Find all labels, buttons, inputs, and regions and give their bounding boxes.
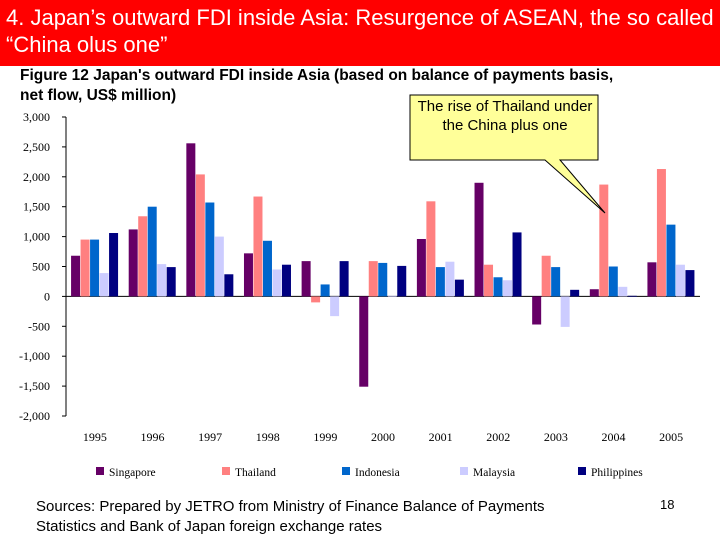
legend-label-singapore: Singapore: [109, 467, 156, 479]
bar-malaysia-1999: [330, 296, 340, 317]
bar-indonesia-2005: [666, 224, 676, 297]
bar-indonesia-1999: [320, 284, 330, 297]
bar-philippines-1999: [339, 261, 349, 297]
callout-layer: [409, 94, 606, 214]
legend: Singapore Thailand Indonesia Malaysia Philip…: [96, 467, 643, 479]
legend-label-thailand: Thailand: [235, 467, 276, 479]
bar-singapore-2005: [647, 262, 657, 297]
bar-malaysia-2004: [618, 286, 628, 297]
bar-thailand-2005: [656, 169, 666, 297]
bar-singapore-2001: [416, 238, 426, 297]
bar-indonesia-1998: [262, 240, 272, 297]
y-tick-label: -1,500: [19, 379, 50, 393]
y-tick-label: 0: [44, 289, 50, 303]
bars-layer: [71, 143, 695, 387]
bar-malaysia-2000: [387, 295, 397, 297]
y-tick-label: -2,000: [19, 409, 50, 423]
bar-indonesia-2003: [551, 267, 561, 297]
bar-malaysia-2001: [445, 261, 455, 297]
callout-text: The rise of Thailand under the China plu…: [417, 98, 593, 134]
bar-philippines-1998: [281, 264, 291, 297]
bar-singapore-1998: [243, 253, 253, 297]
y-tick-label: 1,500: [23, 200, 50, 214]
bar-indonesia-2002: [493, 277, 503, 297]
bar-malaysia-2003: [560, 296, 570, 327]
x-tick-label: 2005: [659, 430, 683, 444]
bar-philippines-2004: [627, 295, 637, 297]
bar-thailand-1999: [311, 296, 321, 303]
chart-title: Figure 12 Japan's outward FDI inside Asi…: [20, 67, 614, 104]
y-tick-label: 500: [32, 260, 50, 274]
legend-swatch-philippines: [578, 467, 586, 475]
page-number: 18: [660, 497, 675, 512]
y-tick-label: -1,000: [19, 349, 50, 363]
bar-malaysia-2005: [675, 264, 685, 297]
title-banner: 4. Japan’s outward FDI inside Asia: Resu…: [0, 0, 720, 66]
bar-thailand-1995: [80, 239, 90, 297]
x-tick-label: 2000: [371, 430, 395, 444]
bar-indonesia-2000: [378, 262, 388, 297]
bar-thailand-2002: [484, 264, 494, 297]
bar-philippines-2005: [685, 270, 695, 297]
x-tick-label: 1997: [198, 430, 222, 444]
x-tick-label: 1995: [83, 430, 107, 444]
bar-philippines-2001: [454, 279, 464, 297]
legend-label-malaysia: Malaysia: [473, 467, 515, 479]
x-tick-label: 1999: [313, 430, 337, 444]
bar-philippines-2002: [512, 232, 522, 297]
bar-malaysia-1998: [272, 269, 282, 297]
bar-singapore-1995: [71, 255, 81, 297]
bar-indonesia-1995: [90, 239, 100, 297]
x-tick-label: 2004: [602, 430, 626, 444]
bar-indonesia-2001: [435, 267, 445, 297]
y-tick-label: 2,500: [23, 140, 50, 154]
bar-malaysia-2002: [503, 280, 513, 297]
legend-label-philippines: Philippines: [591, 467, 643, 479]
bar-singapore-2003: [532, 296, 542, 325]
legend-swatch-thailand: [222, 467, 230, 475]
y-tick-label: 3,000: [23, 110, 50, 124]
x-tick-label: 2003: [544, 430, 568, 444]
bar-thailand-2001: [426, 201, 436, 297]
bar-indonesia-1996: [147, 206, 157, 297]
bar-philippines-1997: [224, 274, 234, 297]
legend-label-indonesia: Indonesia: [355, 467, 400, 479]
y-tick-label: 1,000: [23, 230, 50, 244]
bar-singapore-1996: [128, 229, 138, 297]
bar-malaysia-1996: [157, 264, 167, 297]
bar-indonesia-2004: [608, 266, 618, 297]
bar-singapore-1997: [186, 143, 196, 297]
bar-philippines-2000: [397, 265, 407, 297]
bar-malaysia-1995: [99, 273, 109, 297]
bar-singapore-2002: [474, 182, 484, 297]
bar-thailand-1996: [138, 216, 148, 297]
bar-philippines-2003: [570, 289, 580, 297]
x-tick-label: 1996: [140, 430, 164, 444]
x-tick-label: 2002: [486, 430, 510, 444]
bar-malaysia-1997: [214, 236, 224, 297]
bar-philippines-1996: [166, 267, 176, 297]
bar-indonesia-1997: [205, 202, 215, 297]
bar-thailand-2004: [599, 184, 609, 297]
legend-swatch-malaysia: [460, 467, 468, 475]
bar-thailand-2000: [368, 261, 378, 297]
callout-bubble: [409, 94, 606, 214]
bar-singapore-2000: [359, 296, 369, 387]
bar-thailand-1997: [195, 174, 205, 297]
x-tick-label: 2001: [429, 430, 453, 444]
legend-swatch-singapore: [96, 467, 104, 475]
bar-philippines-1995: [109, 233, 119, 297]
bar-singapore-1999: [301, 261, 311, 297]
slide-title: 4. Japan’s outward FDI inside Asia: Resu…: [6, 5, 714, 57]
bar-thailand-2003: [541, 255, 551, 297]
sources-note: Sources: Prepared by JETRO from Ministry…: [36, 498, 545, 535]
x-tick-label: 1998: [256, 430, 280, 444]
y-tick-label: -500: [28, 319, 50, 333]
bar-singapore-2004: [589, 289, 599, 297]
bar-thailand-1998: [253, 196, 263, 297]
y-tick-label: 2,000: [23, 170, 50, 184]
legend-swatch-indonesia: [342, 467, 350, 475]
